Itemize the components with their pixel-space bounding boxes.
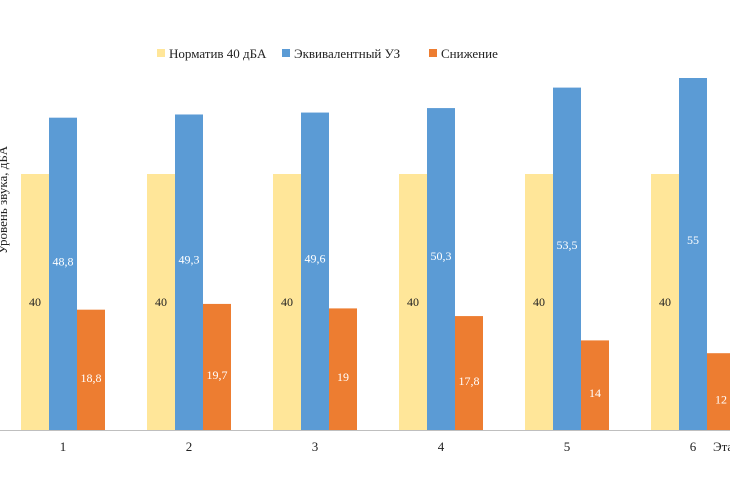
- bar-1-2: [147, 174, 175, 430]
- data-label-3-2: 19,7: [207, 368, 228, 382]
- data-label-2-3: 49,6: [305, 252, 326, 266]
- bar-1-5: [525, 174, 553, 430]
- bars: [21, 78, 730, 431]
- y-axis-title: Уровень звука, дБА: [0, 145, 10, 254]
- x-tick-label: 3: [312, 439, 319, 454]
- data-label-2-6: 55: [687, 233, 699, 247]
- data-label-2-2: 49,3: [179, 253, 200, 267]
- bar-1-1: [21, 174, 49, 430]
- data-label-2-5: 53,5: [557, 238, 578, 252]
- legend-label-1: Норматив 40 дБА: [169, 46, 267, 61]
- bar-3-4: [455, 316, 483, 430]
- bar-3-6: [707, 353, 730, 430]
- x-axis-title: Этап: [713, 439, 730, 454]
- data-labels: 40 48,8 18,8 40 49,3 19,7 40 49,6 19 40 50,3 17,8 40…: [29, 233, 727, 407]
- bar-2-1: [49, 117, 77, 431]
- legend-swatch-2: [282, 49, 290, 57]
- x-tick-label: 4: [438, 439, 445, 454]
- x-tick-label: 6: [690, 439, 697, 454]
- bar-2-4: [427, 108, 455, 430]
- data-label-1-5: 40: [533, 295, 545, 309]
- data-label-3-5: 14: [589, 386, 601, 400]
- data-label-1-4: 40: [407, 295, 419, 309]
- data-label-1-2: 40: [155, 295, 167, 309]
- data-label-2-4: 50,3: [431, 249, 452, 263]
- data-label-3-3: 19: [337, 370, 349, 384]
- legend-swatch-1: [157, 49, 165, 57]
- legend: Норматив 40 дБА Эквивалентный УЗ Снижение: [157, 46, 498, 61]
- data-label-3-6: 12: [715, 393, 727, 407]
- data-label-1-3: 40: [281, 295, 293, 309]
- data-label-3-1: 18,8: [81, 371, 102, 385]
- bar-3-5: [581, 340, 609, 430]
- data-label-1-6: 40: [659, 295, 671, 309]
- bar-3-2: [203, 303, 231, 430]
- x-tick-label: 2: [186, 439, 193, 454]
- legend-label-3: Снижение: [441, 46, 498, 61]
- legend-label-2: Эквивалентный УЗ: [294, 46, 400, 61]
- data-label-2-1: 48,8: [53, 254, 74, 268]
- bar-2-6: [679, 78, 707, 430]
- bar-2-2: [175, 114, 203, 430]
- legend-swatch-3: [429, 49, 437, 57]
- x-tick-label: 1: [60, 439, 67, 454]
- bar-2-5: [553, 87, 581, 430]
- x-tick-labels: 1 2 3 4 5 6: [60, 439, 697, 454]
- bar-3-3: [329, 308, 357, 430]
- bar-3-1: [77, 309, 105, 430]
- bar-2-3: [301, 112, 329, 430]
- bar-1-3: [273, 174, 301, 430]
- x-tick-label: 5: [564, 439, 571, 454]
- bar-1-4: [399, 174, 427, 430]
- bar-1-6: [651, 174, 679, 430]
- data-label-3-4: 17,8: [459, 374, 480, 388]
- data-label-1-1: 40: [29, 295, 41, 309]
